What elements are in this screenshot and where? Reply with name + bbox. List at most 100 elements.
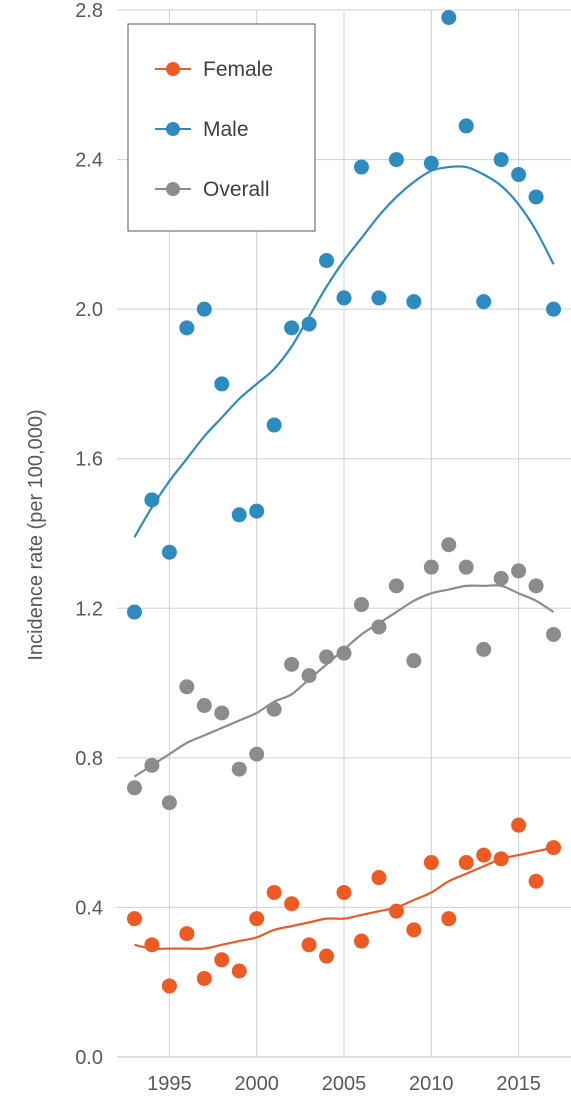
data-point-overall <box>406 653 422 669</box>
legend-label-overall: Overall <box>203 178 270 201</box>
legend-box <box>127 23 316 232</box>
legend-label-female: Female <box>203 58 273 81</box>
data-point-female <box>319 948 335 964</box>
data-point-overall <box>231 761 247 777</box>
data-point-female <box>423 855 439 871</box>
data-point-female <box>406 922 422 938</box>
data-point-overall <box>266 701 282 717</box>
data-point-male <box>214 376 230 392</box>
data-point-overall <box>144 757 160 773</box>
data-point-male <box>319 253 335 269</box>
x-tick-label: 2000 <box>234 1073 279 1095</box>
data-point-female <box>493 851 509 867</box>
data-point-male <box>406 294 422 310</box>
data-point-female <box>353 933 369 949</box>
data-point-overall <box>284 656 300 672</box>
legend-marker-overall <box>166 182 180 196</box>
data-point-overall <box>249 746 265 762</box>
y-axis-title: Incidence rate (per 100,000) <box>25 409 47 660</box>
data-point-female <box>196 970 212 986</box>
data-point-overall <box>388 578 404 594</box>
data-point-overall <box>423 559 439 575</box>
y-tick-label: 2.4 <box>75 150 103 172</box>
x-tick-label: 2010 <box>409 1073 454 1095</box>
data-point-female <box>161 978 177 994</box>
data-point-overall <box>493 570 509 586</box>
data-point-female <box>284 896 300 912</box>
data-point-male <box>249 503 265 519</box>
data-point-male <box>441 9 457 25</box>
data-point-male <box>266 417 282 433</box>
grid <box>117 9 571 1058</box>
data-point-female <box>458 855 474 871</box>
data-point-overall <box>441 537 457 553</box>
data-point-male <box>284 320 300 336</box>
data-point-female <box>126 911 142 927</box>
x-tick-label: 2015 <box>496 1073 541 1095</box>
data-point-male <box>336 290 352 306</box>
data-point-male <box>161 544 177 560</box>
data-point-male <box>144 492 160 508</box>
data-point-male <box>231 507 247 523</box>
legend-item-overall: Overall <box>155 178 270 201</box>
data-point-female <box>511 817 527 833</box>
series-male <box>126 9 562 620</box>
legend-item-female: Female <box>155 58 273 81</box>
data-point-overall <box>353 597 369 613</box>
legend-marker-female <box>166 62 180 76</box>
data-point-female <box>249 911 265 927</box>
data-point-male <box>301 316 317 332</box>
data-point-female <box>441 911 457 927</box>
data-point-overall <box>214 705 230 721</box>
data-point-female <box>388 903 404 919</box>
x-tick-label: 1995 <box>147 1073 192 1095</box>
data-point-male <box>353 159 369 175</box>
data-point-overall <box>301 668 317 684</box>
data-point-male <box>546 301 562 317</box>
data-point-male <box>458 118 474 134</box>
data-point-overall <box>511 563 527 579</box>
data-point-male <box>179 320 195 336</box>
y-tick-label: 1.2 <box>75 598 103 620</box>
y-tick-label: 0.4 <box>75 897 103 919</box>
data-point-female <box>546 840 562 856</box>
series <box>126 9 562 994</box>
data-point-male <box>388 152 404 168</box>
data-point-overall <box>126 780 142 796</box>
data-point-female <box>476 847 492 863</box>
data-point-female <box>179 926 195 942</box>
data-point-female <box>528 873 544 889</box>
data-point-female <box>214 952 230 968</box>
data-point-overall <box>336 645 352 661</box>
data-point-overall <box>161 795 177 811</box>
y-tick-label: 0.0 <box>75 1047 103 1069</box>
series-overall <box>126 537 562 811</box>
y-tick-label: 0.8 <box>75 748 103 770</box>
y-tick-label: 2.8 <box>75 0 103 22</box>
data-point-female <box>371 870 387 886</box>
data-point-female <box>301 937 317 953</box>
data-point-overall <box>528 578 544 594</box>
y-tick-label: 2.0 <box>75 299 103 321</box>
trend-line-male <box>133 165 555 538</box>
legend-label-male: Male <box>203 118 249 141</box>
data-point-female <box>336 884 352 900</box>
axes: 0.0 0.4 0.8 1.2 1.6 2.0 2.4 2.8 1995 2000 2005 2010… <box>75 0 541 1095</box>
legend-item-male: Male <box>155 118 249 141</box>
data-point-female <box>231 963 247 979</box>
data-point-overall <box>546 626 562 642</box>
y-tick-label: 1.6 <box>75 449 103 471</box>
data-point-male <box>196 301 212 317</box>
data-point-male <box>511 167 527 183</box>
data-point-overall <box>371 619 387 635</box>
data-point-male <box>528 189 544 205</box>
data-point-male <box>371 290 387 306</box>
data-point-overall <box>476 641 492 657</box>
data-point-male <box>476 294 492 310</box>
data-point-overall <box>179 679 195 695</box>
series-female <box>126 817 562 994</box>
data-point-overall <box>196 698 212 714</box>
data-point-male <box>493 152 509 168</box>
legend-marker-male <box>166 122 180 136</box>
